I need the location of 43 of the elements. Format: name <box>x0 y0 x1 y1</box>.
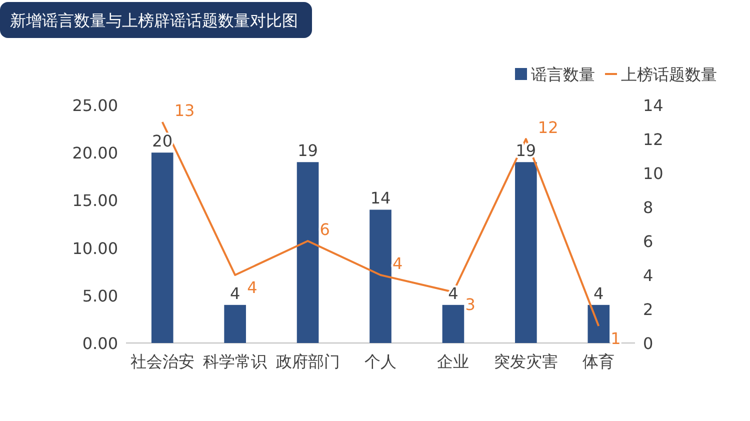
x-tick-label: 科学常识 <box>203 352 268 371</box>
y-tick-label: 25.00 <box>72 96 118 115</box>
y2-tick-label: 8 <box>643 198 654 217</box>
x-tick-label: 个人 <box>364 352 396 371</box>
y2-tick-label: 6 <box>643 232 654 251</box>
y2-tick-label: 14 <box>643 96 664 115</box>
x-tick-label: 突发灾害 <box>494 352 558 371</box>
data-label: 13 <box>174 101 195 120</box>
data-label: 20 <box>152 132 173 151</box>
data-label: 4 <box>247 278 258 297</box>
y-tick-label: 5.00 <box>82 286 118 306</box>
data-label: 1 <box>610 329 621 348</box>
data-label: 3 <box>465 295 476 314</box>
legend-label: 谣言数量 <box>531 65 595 84</box>
data-label: 12 <box>538 118 558 137</box>
y2-tick-label: 10 <box>643 164 664 183</box>
y-tick-label: 10.00 <box>72 238 118 258</box>
data-label: 4 <box>392 254 403 273</box>
y2-tick-label: 4 <box>643 266 654 285</box>
y2-tick-label: 2 <box>643 300 654 319</box>
x-tick-label: 企业 <box>437 352 470 371</box>
y-tick-label: 0.00 <box>82 334 118 353</box>
data-label: 4 <box>594 284 604 303</box>
bar <box>442 304 464 343</box>
y2-tick-label: 0 <box>643 334 654 353</box>
x-tick-label: 政府部门 <box>276 352 340 371</box>
chart-title: 新增谣言数量与上榜辟谣话题数量对比图 <box>10 11 298 30</box>
bar <box>224 304 246 343</box>
data-label: 4 <box>230 284 240 303</box>
x-tick-label: 体育 <box>582 352 615 371</box>
x-tick-label: 社会治安 <box>130 352 194 371</box>
y-tick-label: 20.00 <box>72 144 118 163</box>
bar <box>588 304 610 343</box>
data-label: 6 <box>320 220 330 239</box>
y-tick-label: 15.00 <box>72 191 118 210</box>
bar <box>296 162 319 343</box>
bar <box>370 210 392 343</box>
y2-tick-label: 12 <box>643 130 664 149</box>
bar <box>515 162 537 343</box>
data-label: 14 <box>370 188 391 208</box>
legend-label: 上榜话题数量 <box>621 65 717 84</box>
bar <box>151 152 174 343</box>
data-label: 19 <box>298 141 318 160</box>
